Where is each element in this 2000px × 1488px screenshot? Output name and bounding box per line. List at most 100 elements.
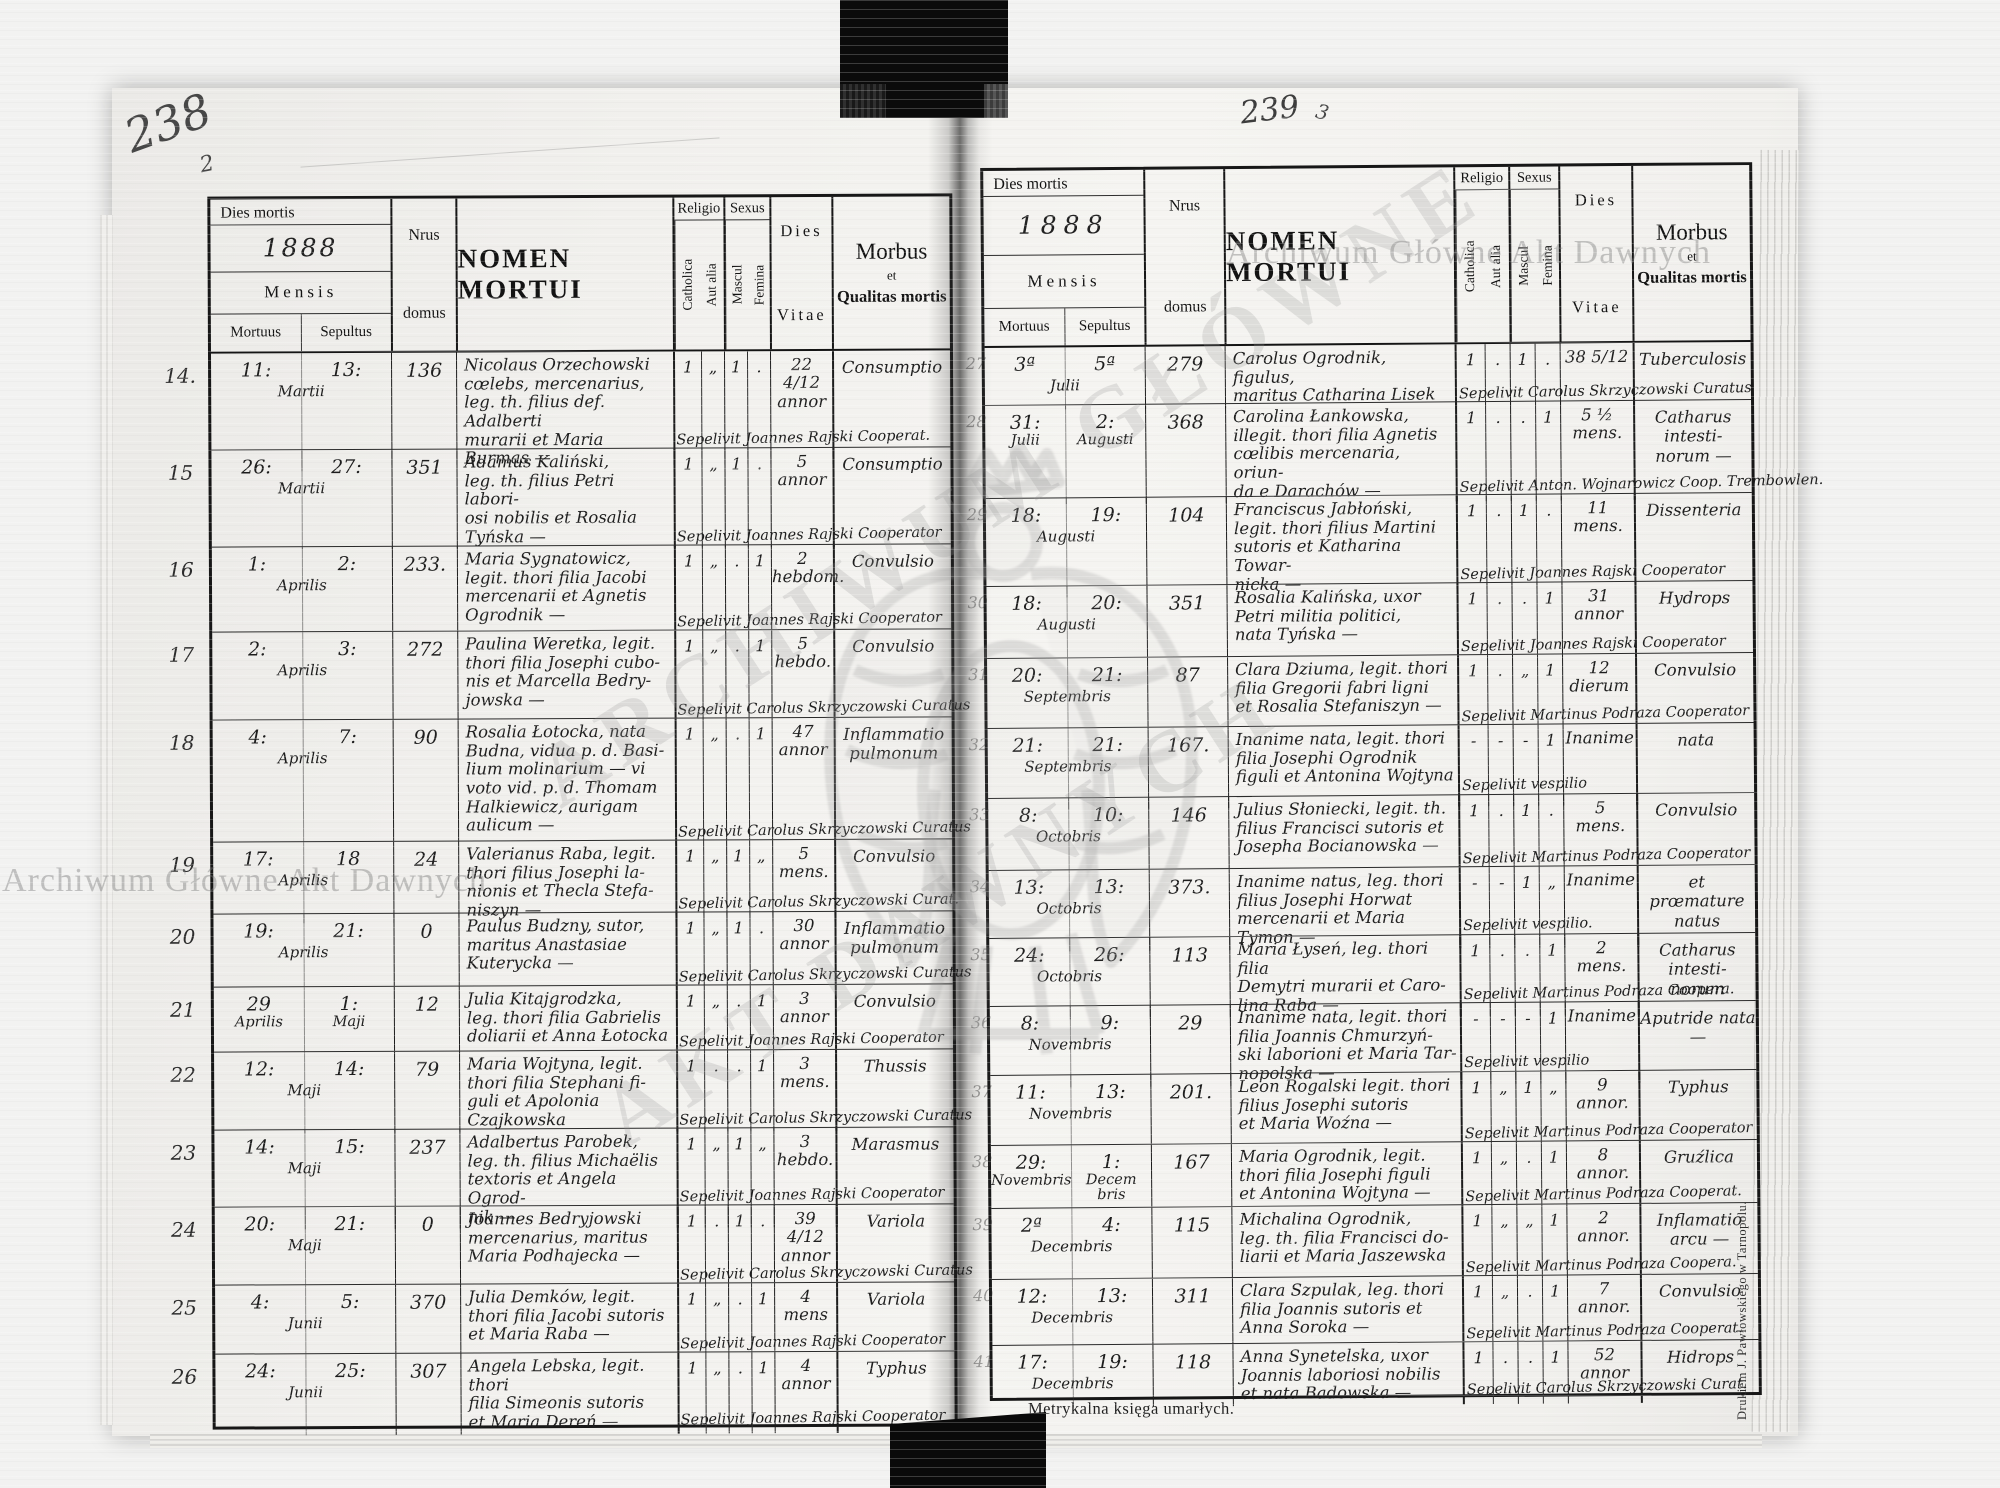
dies-mortis-header: Dies mortis 1888 Mensis Mortuus Sepultus <box>983 170 1145 347</box>
mortuus-day: 12: <box>243 1058 275 1081</box>
death-date-cell: 18: 20: Augusti <box>986 586 1147 658</box>
sexus-header: Sexus Mascul Femina <box>1508 166 1560 342</box>
sepultus-day: 1: <box>339 992 359 1016</box>
gutter-entry-number: 39 <box>972 1214 993 1235</box>
house-number-header: Nrus domus <box>390 198 456 351</box>
death-date-cell: 3ª 5ª Julii <box>985 347 1145 410</box>
religio-catholica-mark: 1 <box>674 718 704 840</box>
mortuus-column: 29 Aprilis <box>214 987 304 1051</box>
religio-header: Religio Catholica Aut alia <box>672 197 724 350</box>
sepultus-day: 18 <box>336 847 361 871</box>
mascul-label: Mascul <box>1510 189 1537 342</box>
aut-alia-label: Aut alia <box>1487 244 1504 288</box>
sexus-mascul-mark: . <box>725 718 750 840</box>
gutter-entry-number: 37 <box>971 1081 992 1102</box>
month-label: Aprilis <box>277 576 327 595</box>
sepultus-month: Decem bris <box>1085 1171 1137 1204</box>
mortuus-day: 24: <box>245 1360 276 1383</box>
death-date-cell: 11: 13: Novembris <box>990 1075 1151 1145</box>
sepultus-day: 4: <box>1102 1213 1121 1237</box>
name-of-deceased-cell: Michalina Ogrodnik, leg. th. filia Franc… <box>1231 1205 1462 1278</box>
mortuus-month: Novembris <box>991 1172 1072 1189</box>
register-row: 14. 11: 13: Martii 136 Nicolaus Orzechow… <box>164 350 951 471</box>
mortuus-month: Julii <box>1010 432 1040 449</box>
name-of-deceased-cell: Adamus Kaliński, leg. th. filius Petri l… <box>456 448 674 549</box>
register-row: 25 4: 5: Junii 370 Julia Demków, legit. … <box>171 1281 955 1354</box>
register-row: 16 1: 2: Aprilis 233. Maria Sygnatowicz,… <box>168 543 952 632</box>
dies-mortis-label: Dies mortis <box>993 175 1068 193</box>
mortuus-column: 4: <box>213 720 304 841</box>
register-row: 29 18: 19: Augusti 104 Franciscus Jabłoń… <box>967 492 1753 597</box>
sepultus-day: 25: <box>335 1359 366 1383</box>
sepultus-day: 10: <box>1092 803 1124 827</box>
month-label: Augusti <box>1037 615 1096 634</box>
death-date-cell: 17: 18 Aprilis <box>213 842 393 923</box>
death-date-cell: 2: 3: Aprilis <box>212 632 392 720</box>
gutter-entry-number: 41 <box>973 1351 994 1372</box>
sepultus-day: 14: <box>333 1057 365 1081</box>
mortuus-day: 24: <box>1013 944 1045 967</box>
name-of-deceased-cell: Maria Sygnatowicz, legit. thori filia Ja… <box>456 545 675 631</box>
sepultus-label: Sepultus <box>1063 307 1145 346</box>
house-number-cell: 311 <box>1151 1278 1233 1344</box>
sepultus-column: 19: <box>1066 498 1147 598</box>
folio-number-right: 239 <box>1238 88 1302 132</box>
entry-number: 21 <box>170 997 196 1022</box>
house-number-cell: 146 <box>1148 797 1229 869</box>
death-date-cell: 29 Aprilis 1: Maji <box>214 987 394 1052</box>
sexus-femina-mark: 1 <box>748 718 773 840</box>
table-body-left: 14. 11: 13: Martii 136 Nicolaus Orzechow… <box>164 350 973 1435</box>
sepultus-day: 3: <box>337 637 357 661</box>
house-number-cell: 115 <box>1151 1207 1232 1278</box>
house-number-cell: 233. <box>391 546 458 631</box>
entry-number: 14. <box>164 363 197 388</box>
nrus-label: Nrus <box>408 226 440 244</box>
sepultus-day: 9: <box>1100 1011 1120 1035</box>
sepultus-column: 1: Maji <box>304 987 394 1051</box>
sexus-header: Sexus Mascul Femina <box>723 197 770 350</box>
register-row: 18 4: 7: Aprilis 90 Rosalia Łotocka, nat… <box>169 716 971 842</box>
mortuus-day: 11: <box>240 359 272 382</box>
month-label: Maji <box>287 1159 322 1178</box>
sepultus-day: 20: <box>1091 591 1122 615</box>
domus-label: domus <box>402 304 446 322</box>
mensis-label: Mensis <box>983 253 1145 309</box>
register-table-right: Dies mortis 1888 Mensis Mortuus Sepultus… <box>966 161 1823 1407</box>
mortuus-day: 1: <box>247 553 267 576</box>
register-row: 15 26: 27: Martii 351 Adamus Kaliński, l… <box>168 446 951 550</box>
register-row: 20 19: 21: Aprilis 0 Paulus Budzny, suto… <box>170 910 972 987</box>
month-label: Decembris <box>1031 1374 1114 1393</box>
month-label: Octobris <box>1036 899 1102 918</box>
religio-header: Religio Catholica Aut alia <box>1453 166 1510 343</box>
register-caption: Metrykalna księga umarłych. <box>1028 1399 1235 1418</box>
register-table-left: Dies mortis 1888 Mensis Mortuus Sepultus… <box>164 193 973 1435</box>
month-label: Septembris <box>1023 687 1111 706</box>
house-number-cell: 368 <box>1145 404 1226 504</box>
book-clamp-strap-bottom <box>890 1412 1046 1488</box>
house-number-cell: 87 <box>1147 657 1228 727</box>
entry-number: 16 <box>168 557 194 582</box>
domus-label: domus <box>1163 298 1207 316</box>
register-row: 23 14: 15: Maji 237 Adalbertus Parobek, … <box>171 1126 954 1230</box>
gutter-entry-number: 34 <box>969 876 991 897</box>
mortuus-column: 29: Novembris <box>991 1145 1072 1208</box>
register-row: 34 13: 13: Octobris 373. Inanime natus, … <box>970 863 1756 951</box>
register-row: 22 12: 14: Maji 79 Maria Wojtyna, legit.… <box>170 1048 972 1133</box>
sepultus-day: 21: <box>334 1212 366 1236</box>
table-header-left: Dies mortis 1888 Mensis Mortuus Sepultus… <box>210 196 950 354</box>
house-number-cell: 370 <box>395 1284 461 1353</box>
mortuus-day: 18: <box>1010 504 1042 527</box>
register-row: 19 17: 18 Aprilis 24 Valerianus Raba, le… <box>169 838 959 923</box>
month-label: Octobris <box>1035 827 1102 846</box>
gutter-entry-number: 31 <box>968 665 989 685</box>
month-label: Aprilis <box>278 871 329 890</box>
sepultus-day: 13: <box>1093 875 1125 899</box>
sepelivit-note: Sepelivit vespilio. <box>1462 915 1593 935</box>
sepultus-day: 1: <box>1101 1150 1121 1174</box>
mortuus-day: 29 <box>246 993 271 1016</box>
printer-imprint: Drukiem J. Pawłowskiego w Tarnopolu. <box>1735 1201 1749 1420</box>
year-value: 1888 <box>983 194 1144 255</box>
year-value: 1888 <box>210 223 391 272</box>
name-of-deceased-cell: Leon Rogalski legit. thori filius Joseph… <box>1230 1072 1461 1144</box>
register-row: 35 24: 26: Octobris 113 Maria Łyseń, leg… <box>970 931 1756 1019</box>
